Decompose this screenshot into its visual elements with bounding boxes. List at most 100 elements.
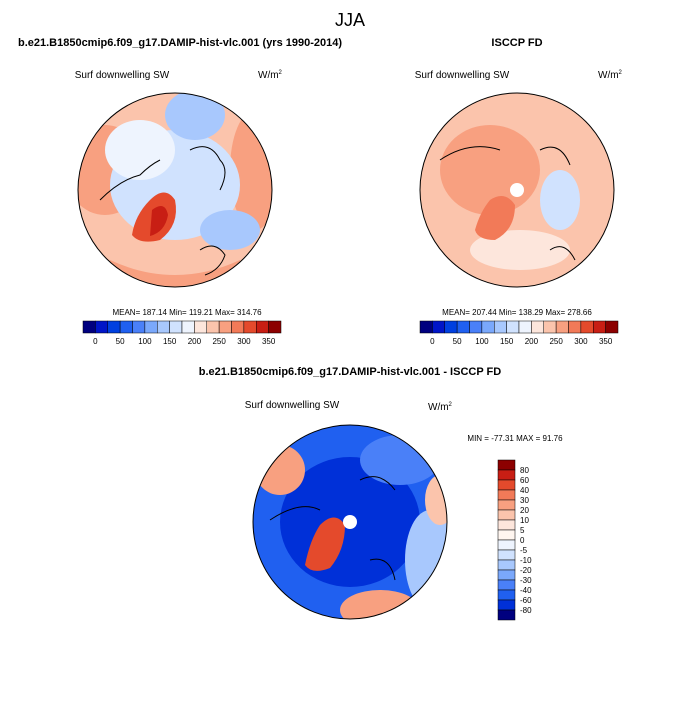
- colorbar-box: [157, 320, 170, 334]
- colorbar-box: [497, 539, 516, 551]
- variable: Surf downwelling SW: [75, 70, 170, 81]
- colorbar-box: [506, 320, 520, 334]
- map: [420, 93, 614, 287]
- units: W/m2: [428, 402, 453, 413]
- stats: MEAN= 207.44 Min= 138.29 Max= 278.66: [442, 308, 592, 317]
- colorbar-box: [494, 320, 507, 334]
- colorbar-label: 300: [237, 337, 251, 346]
- colorbar-label: 150: [500, 337, 514, 346]
- colorbar: 0 50 100 150 200 250 300 350: [419, 320, 619, 346]
- colorbar-box: [593, 320, 606, 334]
- colorbar-box: [497, 589, 516, 601]
- units: W/m2: [258, 70, 283, 81]
- colorbar-label: 100: [138, 337, 152, 346]
- colorbar-label: 10: [520, 516, 529, 525]
- colorbar-box: [444, 320, 458, 334]
- colorbar-label: 300: [574, 337, 588, 346]
- colorbar-label: -60: [520, 596, 532, 605]
- map: [253, 425, 447, 619]
- colorbar-box: [144, 320, 158, 334]
- colorbar-label: 150: [163, 337, 177, 346]
- colorbar: 0 50 100 150 200 250 300 350: [82, 320, 282, 346]
- colorbar-box: [518, 320, 532, 334]
- panel-title: ISCCP FD: [491, 37, 542, 49]
- units-sup: 2: [279, 70, 283, 76]
- colorbar-box: [497, 499, 516, 511]
- colorbar-box: [497, 579, 516, 591]
- colorbar-box: [497, 559, 516, 571]
- colorbar-box: [497, 479, 516, 491]
- units-sup: 2: [619, 70, 623, 76]
- colorbar-box: [605, 320, 619, 334]
- map-border: [419, 92, 615, 288]
- variable: Surf downwelling SW: [245, 400, 340, 411]
- colorbar-label: 20: [520, 506, 529, 515]
- colorbar-box: [206, 320, 220, 334]
- colorbar-box: [555, 320, 569, 334]
- colorbar-label: 30: [520, 496, 529, 505]
- units-base: W/m: [598, 70, 619, 81]
- colorbar-box: [82, 320, 96, 334]
- colorbar-label: 200: [525, 337, 539, 346]
- colorbar-box: [231, 320, 245, 334]
- colorbar-label: 0: [520, 536, 525, 545]
- colorbar-box: [456, 320, 470, 334]
- colorbar-label: 350: [262, 337, 276, 346]
- colorbar-label: -5: [520, 546, 528, 555]
- colorbar-box: [580, 320, 594, 334]
- colorbar-label: 350: [599, 337, 613, 346]
- colorbar-box: [268, 320, 282, 334]
- units-base: W/m: [428, 402, 449, 413]
- colorbar-box: [181, 320, 195, 334]
- colorbar-box: [256, 320, 269, 334]
- units-sup: 2: [449, 402, 453, 408]
- colorbar-box: [469, 320, 483, 334]
- colorbar-box: [497, 609, 516, 621]
- map-border: [252, 424, 448, 620]
- colorbar-box: [218, 320, 232, 334]
- colorbar-box: [497, 529, 516, 541]
- colorbar-label: 60: [520, 476, 529, 485]
- colorbar-box: [497, 459, 516, 471]
- colorbar-box: [543, 320, 557, 334]
- colorbar-label: 50: [116, 337, 125, 346]
- units-base: W/m: [258, 70, 279, 81]
- variable: Surf downwelling SW: [415, 70, 510, 81]
- colorbar-label: 200: [188, 337, 202, 346]
- colorbar-label: 0: [430, 337, 435, 346]
- colorbar-label: -80: [520, 606, 532, 615]
- colorbar-label: -30: [520, 576, 532, 585]
- colorbar-box: [497, 509, 516, 521]
- colorbar-box: [119, 320, 133, 334]
- colorbar-label: 250: [212, 337, 226, 346]
- colorbar-box: [95, 320, 108, 334]
- colorbar-label: 100: [475, 337, 489, 346]
- colorbar-label: 0: [93, 337, 98, 346]
- colorbar-label: -10: [520, 556, 532, 565]
- map: [78, 93, 272, 287]
- colorbar-label: 80: [520, 466, 529, 475]
- stats: MEAN= 187.14 Min= 119.21 Max= 314.76: [112, 308, 262, 317]
- colorbar-label: -20: [520, 566, 532, 575]
- colorbar-label: 250: [549, 337, 563, 346]
- colorbar-box: [169, 320, 183, 334]
- panel-title: b.e21.B1850cmip6.f09_g17.DAMIP-hist-vlc.…: [18, 37, 342, 49]
- colorbar-box: [497, 599, 516, 611]
- colorbar-label: 50: [453, 337, 462, 346]
- units: W/m2: [598, 70, 623, 81]
- colorbar-box: [194, 320, 207, 334]
- colorbar-box: [132, 320, 146, 334]
- colorbar-box: [497, 469, 516, 481]
- colorbar-label: 40: [520, 486, 529, 495]
- colorbar-box: [497, 519, 516, 531]
- panel-title: b.e21.B1850cmip6.f09_g17.DAMIP-hist-vlc.…: [199, 366, 501, 378]
- colorbar-box: [432, 320, 445, 334]
- colorbar-box: [497, 549, 516, 561]
- colorbar-box: [481, 320, 495, 334]
- figure-title: JJA: [335, 10, 365, 30]
- colorbar-box: [568, 320, 582, 334]
- colorbar-box: [497, 489, 516, 501]
- colorbar-box: [419, 320, 433, 334]
- stats: MIN = -77.31 MAX = 91.76: [467, 434, 563, 443]
